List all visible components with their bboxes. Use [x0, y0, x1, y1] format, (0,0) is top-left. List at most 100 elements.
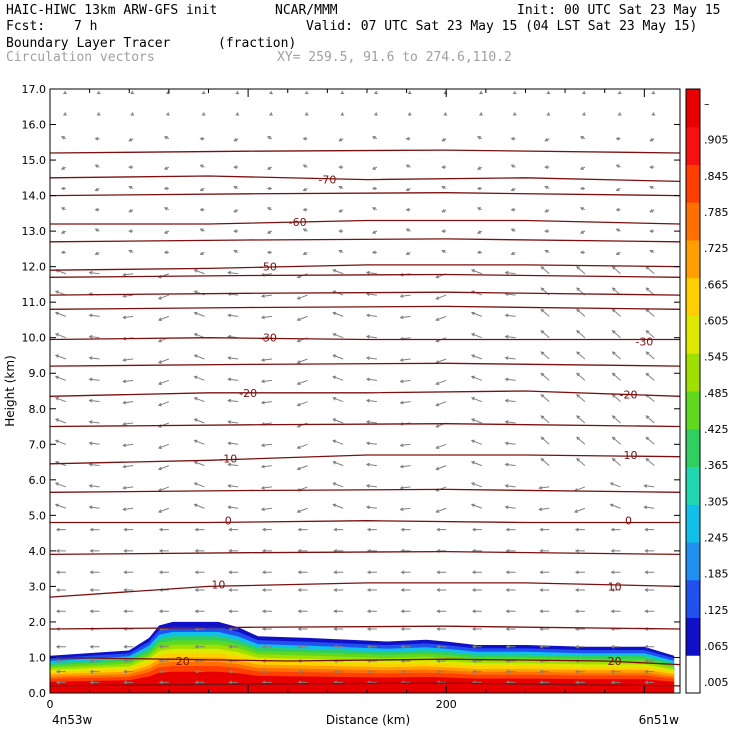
circulation-vector [615, 207, 621, 212]
circulation-vector [332, 269, 344, 275]
circulation-vector [261, 627, 272, 631]
colorbar-swatch [686, 126, 700, 165]
circulation-vector [540, 266, 550, 275]
circulation-vector [365, 356, 377, 360]
circulation-vector [436, 659, 447, 663]
circulation-vector [644, 669, 655, 674]
circulation-vector [400, 609, 411, 614]
circulation-vector [128, 185, 134, 190]
valid-time: Valid: 07 UTC Sat 23 May 15 (04 LST Sat … [306, 19, 698, 34]
circulation-vector [644, 570, 655, 575]
temperature-contour-line [49, 454, 681, 465]
colorbar-swatch [686, 428, 700, 467]
y-tick-label: 14.0 [22, 190, 47, 203]
circulation-vector [304, 112, 309, 116]
circulation-vector [54, 311, 67, 317]
circulation-vector [504, 356, 516, 360]
circulation-vector [332, 396, 344, 403]
circulation-vector [296, 379, 308, 386]
circulation-vector [544, 209, 550, 213]
circulation-vector [576, 436, 586, 445]
circulation-vector [233, 185, 239, 190]
circulation-vector [504, 505, 516, 510]
circulation-vector [435, 294, 447, 300]
circulation-vector [399, 379, 411, 384]
circulation-vector [540, 308, 550, 317]
circulation-vector [441, 249, 447, 254]
circulation-vector [436, 669, 447, 674]
circulation-vector [193, 439, 205, 445]
circulation-vector [538, 486, 550, 490]
circulation-vector [371, 250, 377, 255]
circulation-vector [228, 549, 239, 553]
colorbar-swatch [686, 391, 700, 430]
circulation-vector [546, 112, 551, 116]
circulation-vector [512, 90, 517, 95]
circulation-vector [261, 680, 272, 685]
circulation-vector [538, 507, 550, 512]
circulation-vector [436, 609, 447, 614]
colorbar-label: .725 [704, 242, 729, 255]
circulation-vector [471, 527, 482, 532]
circulation-vector [297, 644, 308, 649]
circulation-vector [123, 527, 134, 532]
circulation-vector [576, 308, 586, 317]
circulation-vector [435, 465, 447, 471]
circulation-vector [399, 400, 411, 405]
colorbar-swatch [686, 579, 700, 618]
circulation-vector [233, 249, 239, 254]
colorbar-label: .185 [704, 568, 729, 581]
temperature-contour-line [49, 291, 681, 296]
circulation-vector [302, 251, 308, 256]
colorbar-swatch [686, 240, 700, 279]
circulation-vector [60, 250, 66, 255]
circulation-vector [617, 90, 622, 95]
circulation-vector [574, 527, 585, 532]
circulation-vector [576, 330, 586, 339]
circulation-vector [158, 644, 169, 649]
circulation-vector [399, 315, 411, 320]
circulation-vector [158, 669, 169, 674]
circulation-vector [649, 249, 655, 254]
temperature-contour-line [49, 264, 681, 271]
circulation-vector [157, 507, 170, 513]
y-tick-label: 0.0 [29, 687, 47, 700]
colorbar-label: .125 [704, 604, 729, 617]
circulation-vector [574, 588, 585, 592]
circulation-vector [441, 185, 447, 190]
circulation-vector [94, 164, 100, 168]
circulation-vector [54, 503, 67, 509]
circulation-vector [405, 164, 411, 168]
circulation-vector [233, 229, 239, 233]
circulation-vector [194, 644, 205, 649]
circulation-vector [55, 644, 66, 649]
circulation-vector [539, 669, 550, 674]
circulation-vector [476, 136, 483, 140]
circulation-vector [510, 164, 516, 168]
circulation-vector [644, 527, 655, 532]
circulation-vector [122, 294, 134, 298]
circulation-vector [371, 136, 378, 140]
circulation-vector [193, 354, 205, 360]
x-axis-label: Distance (km) [326, 713, 410, 727]
circulation-vector [158, 549, 169, 553]
circulation-vector [574, 669, 585, 674]
circulation-vector [611, 436, 621, 445]
circulation-vector [94, 136, 100, 141]
colorbar-swatch [686, 315, 700, 354]
circulation-vector [365, 334, 377, 339]
circulation-vector [651, 90, 656, 95]
circulation-vector [505, 527, 516, 532]
colorbar-swatch [686, 617, 700, 656]
circulation-vector [645, 330, 655, 339]
circulation-vector [366, 644, 377, 649]
circulation-vector [157, 401, 170, 407]
colorbar-swatch [686, 353, 700, 392]
circulation-vector [615, 251, 621, 256]
circulation-vector [157, 315, 170, 322]
circulation-vector [158, 570, 169, 575]
circulation-vector [163, 230, 170, 234]
circulation-vector [297, 669, 308, 674]
circulation-vector [574, 570, 585, 575]
circulation-vector [158, 609, 169, 614]
